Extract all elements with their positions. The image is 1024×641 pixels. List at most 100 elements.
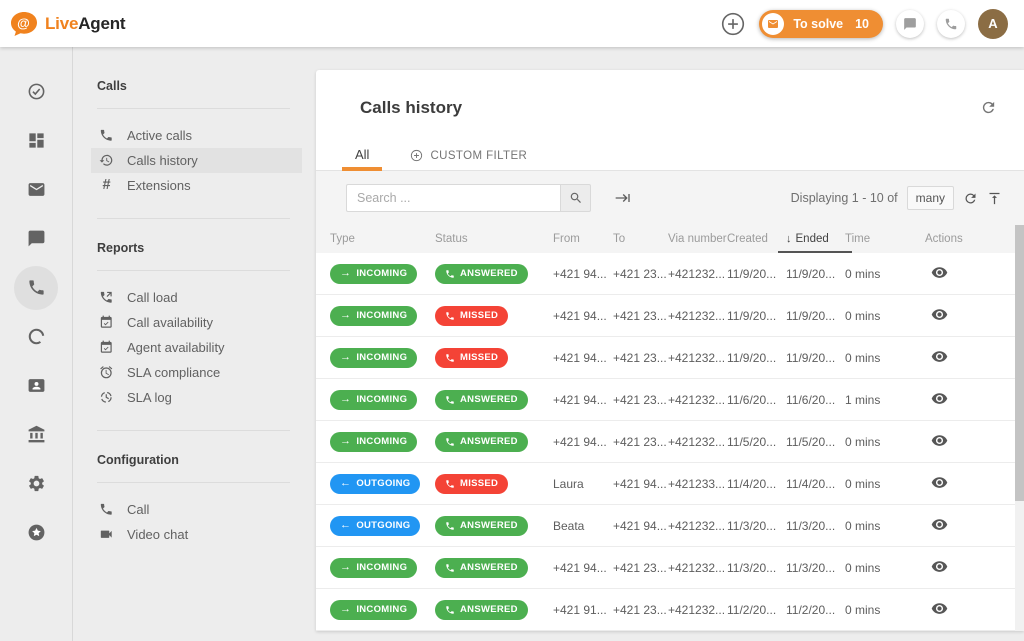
phone-icon bbox=[446, 479, 454, 488]
col-from[interactable]: From bbox=[553, 233, 580, 245]
sidebar-item-active-calls[interactable]: Active calls bbox=[91, 123, 302, 148]
expand-filter-button[interactable] bbox=[615, 190, 631, 206]
cell-from: +421 94... bbox=[553, 392, 607, 407]
view-call-button[interactable] bbox=[931, 306, 948, 323]
view-call-button[interactable] bbox=[931, 474, 948, 491]
sidebar-item-call[interactable]: Call bbox=[91, 497, 302, 522]
keyboard-tab-icon bbox=[615, 194, 630, 202]
phone-icon bbox=[446, 437, 454, 446]
table-header: Type Status From To Via number Created ↓… bbox=[316, 225, 1024, 253]
col-created[interactable]: Created bbox=[727, 233, 768, 245]
scrollbar-thumb[interactable] bbox=[1015, 225, 1024, 502]
table-row[interactable]: → INCOMING ANSWERED +421 94... +421 23...… bbox=[316, 547, 1024, 589]
scroll-top-button[interactable] bbox=[987, 191, 1002, 206]
sidebar-item-call-availability[interactable]: Call availability bbox=[91, 310, 302, 335]
table-row[interactable]: → INCOMING MISSED +421 94... +421 23... +… bbox=[316, 337, 1024, 379]
col-type[interactable]: Type bbox=[330, 233, 355, 245]
col-via-number[interactable]: Via number bbox=[668, 233, 727, 245]
to-solve-count: 10 bbox=[855, 16, 869, 31]
view-call-button[interactable] bbox=[931, 516, 948, 533]
view-call-button[interactable] bbox=[931, 558, 948, 575]
sidebar-item-extensions[interactable]: # Extensions bbox=[91, 173, 302, 198]
cell-via-number: +421232... bbox=[668, 518, 726, 533]
cell-from: Laura bbox=[553, 476, 584, 491]
divider bbox=[97, 108, 290, 109]
sidebar: Calls Active calls Calls history # Exten… bbox=[73, 47, 316, 641]
contact-card-icon bbox=[28, 379, 44, 392]
phone-icon bbox=[446, 269, 454, 278]
table-row[interactable]: → INCOMING ANSWERED +421 91... +421 23...… bbox=[316, 589, 1024, 631]
cell-to: +421 23... bbox=[613, 392, 667, 407]
cell-ended: 11/3/20... bbox=[786, 560, 836, 575]
page-title: Calls history bbox=[360, 97, 463, 117]
add-new-button[interactable] bbox=[720, 11, 746, 37]
calls-button[interactable] bbox=[937, 9, 965, 38]
tab-custom-filter-label: CUSTOM FILTER bbox=[430, 149, 528, 162]
sidebar-item-calls-history[interactable]: Calls history bbox=[91, 148, 302, 173]
view-call-button[interactable] bbox=[931, 600, 948, 617]
rail-item-check-circle[interactable] bbox=[12, 67, 61, 116]
sidebar-item-video-chat[interactable]: Video chat bbox=[91, 522, 302, 547]
phone-icon bbox=[101, 504, 112, 515]
sidebar-item-label: Call bbox=[127, 502, 150, 517]
rail-item-ring[interactable] bbox=[12, 312, 61, 361]
tab-custom-filter[interactable]: CUSTOM FILTER bbox=[398, 149, 539, 170]
table-row[interactable]: → INCOMING ANSWERED +421 94... +421 23...… bbox=[316, 253, 1024, 295]
to-solve-button[interactable]: To solve 10 bbox=[759, 9, 883, 38]
direction-arrow-icon: → bbox=[340, 435, 352, 447]
divider bbox=[97, 430, 290, 431]
table-row[interactable]: → INCOMING ANSWERED +421 94... +421 23...… bbox=[316, 421, 1024, 463]
eye-icon bbox=[931, 350, 948, 362]
rail-item-chat-bubble[interactable] bbox=[12, 214, 61, 263]
total-count-box[interactable]: many bbox=[906, 186, 954, 210]
rail-item-gear[interactable] bbox=[12, 459, 61, 508]
table-row[interactable]: → INCOMING MISSED +421 94... +421 23... +… bbox=[316, 295, 1024, 337]
rail-item-bank[interactable] bbox=[12, 410, 61, 459]
dashboard-icon bbox=[28, 133, 44, 148]
refresh-page-button[interactable] bbox=[980, 99, 997, 116]
rail-item-star[interactable] bbox=[12, 508, 61, 557]
svg-text:@: @ bbox=[17, 15, 30, 30]
sidebar-item-sla-compliance[interactable]: SLA compliance bbox=[91, 360, 302, 385]
col-to[interactable]: To bbox=[613, 233, 626, 245]
sidebar-item-sla-log[interactable]: SLA log bbox=[91, 385, 302, 410]
search-input[interactable] bbox=[346, 184, 560, 212]
view-call-button[interactable] bbox=[931, 390, 948, 407]
search-button[interactable] bbox=[560, 184, 591, 212]
refresh-icon bbox=[965, 192, 976, 203]
star-circle-icon bbox=[28, 524, 44, 541]
vertical-align-top-icon bbox=[989, 192, 1000, 204]
col-status[interactable]: Status bbox=[435, 233, 468, 245]
table-row[interactable]: → INCOMING ANSWERED +421 94... +421 23...… bbox=[316, 379, 1024, 421]
type-badge: ← OUTGOING bbox=[330, 515, 421, 536]
table-scrollbar[interactable] bbox=[1015, 225, 1024, 631]
cell-to: +421 23... bbox=[613, 560, 667, 575]
table-row[interactable]: ← OUTGOING MISSED Laura +421 94... +42123… bbox=[316, 463, 1024, 505]
table-row[interactable]: ← OUTGOING ANSWERED Beata +421 94... +421… bbox=[316, 505, 1024, 547]
envelope-icon bbox=[762, 12, 785, 35]
cell-ended: 11/9/20... bbox=[786, 266, 836, 281]
col-ended-sorted[interactable]: ↓ Ended bbox=[778, 225, 852, 253]
logo-live: Live bbox=[45, 13, 79, 33]
cell-via-number: +421232... bbox=[668, 308, 726, 323]
cell-time: 0 mins bbox=[845, 476, 881, 491]
chats-button[interactable] bbox=[896, 9, 924, 38]
sidebar-item-call-load[interactable]: Call load bbox=[91, 285, 302, 310]
sidebar-item-agent-availability[interactable]: Agent availability bbox=[91, 335, 302, 360]
rail-item-contact-card[interactable] bbox=[12, 361, 61, 410]
view-call-button[interactable] bbox=[931, 264, 948, 281]
avatar[interactable]: A bbox=[978, 8, 1008, 39]
rail-item-dashboard[interactable] bbox=[12, 116, 61, 165]
view-call-button[interactable] bbox=[931, 432, 948, 449]
rail-item-phone[interactable] bbox=[12, 263, 61, 312]
col-time[interactable]: Time bbox=[845, 233, 871, 245]
cell-via-number: +421232... bbox=[668, 560, 726, 575]
cell-time: 0 mins bbox=[845, 350, 881, 365]
refresh-list-button[interactable] bbox=[963, 191, 978, 206]
cell-time: 0 mins bbox=[845, 434, 881, 449]
view-call-button[interactable] bbox=[931, 348, 948, 365]
rail-item-envelope[interactable] bbox=[12, 165, 61, 214]
cell-ended: 11/4/20... bbox=[786, 476, 836, 491]
search-icon bbox=[570, 192, 581, 203]
tab-all[interactable]: All bbox=[342, 147, 383, 171]
